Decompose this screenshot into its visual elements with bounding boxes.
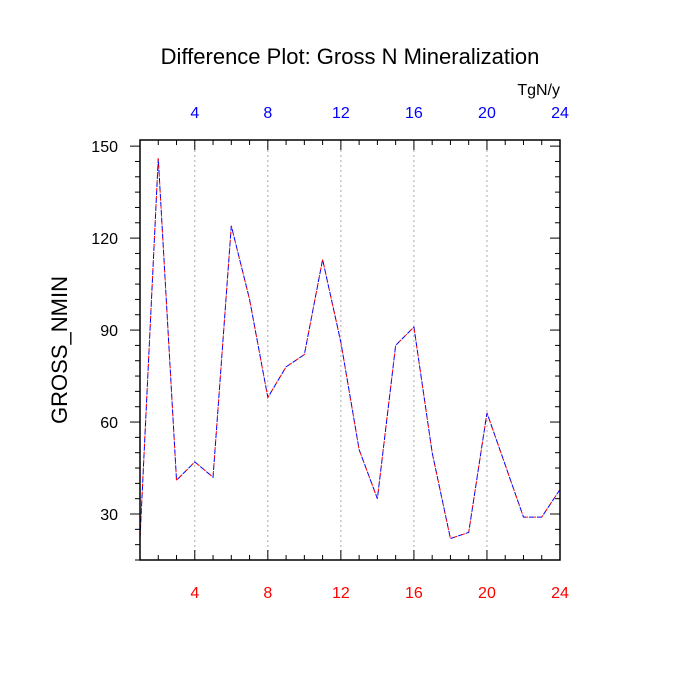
series-line-b [139,158,561,540]
y-axis-label: GROSS_NMIN [47,276,72,424]
x-bottom-tick-label-12: 12 [332,585,350,602]
x-bottom-tick-label-16: 16 [405,585,423,602]
y-tick-label-60: 60 [100,415,118,432]
grid-lines [194,140,488,560]
x-top-tick-label-4: 4 [190,105,199,122]
x-bottom-tick-label-20: 20 [478,585,496,602]
y-tick-label-150: 150 [91,139,118,156]
x-top-tick-label-20: 20 [478,105,496,122]
chart-title: Difference Plot: Gross N Mineralization [161,44,540,69]
series-line-a [139,158,561,540]
axis-ticks [130,140,561,561]
x-top-tick-label-24: 24 [551,105,569,122]
y-tick-label-30: 30 [100,507,118,524]
x-top-tick-label-8: 8 [263,105,272,122]
series-lines [139,158,561,540]
x-bottom-tick-label-4: 4 [190,585,199,602]
tick-labels: 4 4 8 8 12 12 16 16 20 20 24 24 30 60 90 120 150 [91,105,569,602]
x-top-tick-label-16: 16 [405,105,423,122]
plot-frame [139,139,561,561]
y-tick-label-120: 120 [91,231,118,248]
x-bottom-tick-label-24: 24 [551,585,569,602]
units-label: TgN/y [517,82,560,99]
x-top-tick-label-12: 12 [332,105,350,122]
x-bottom-tick-label-8: 8 [263,585,272,602]
y-tick-label-90: 90 [100,323,118,340]
